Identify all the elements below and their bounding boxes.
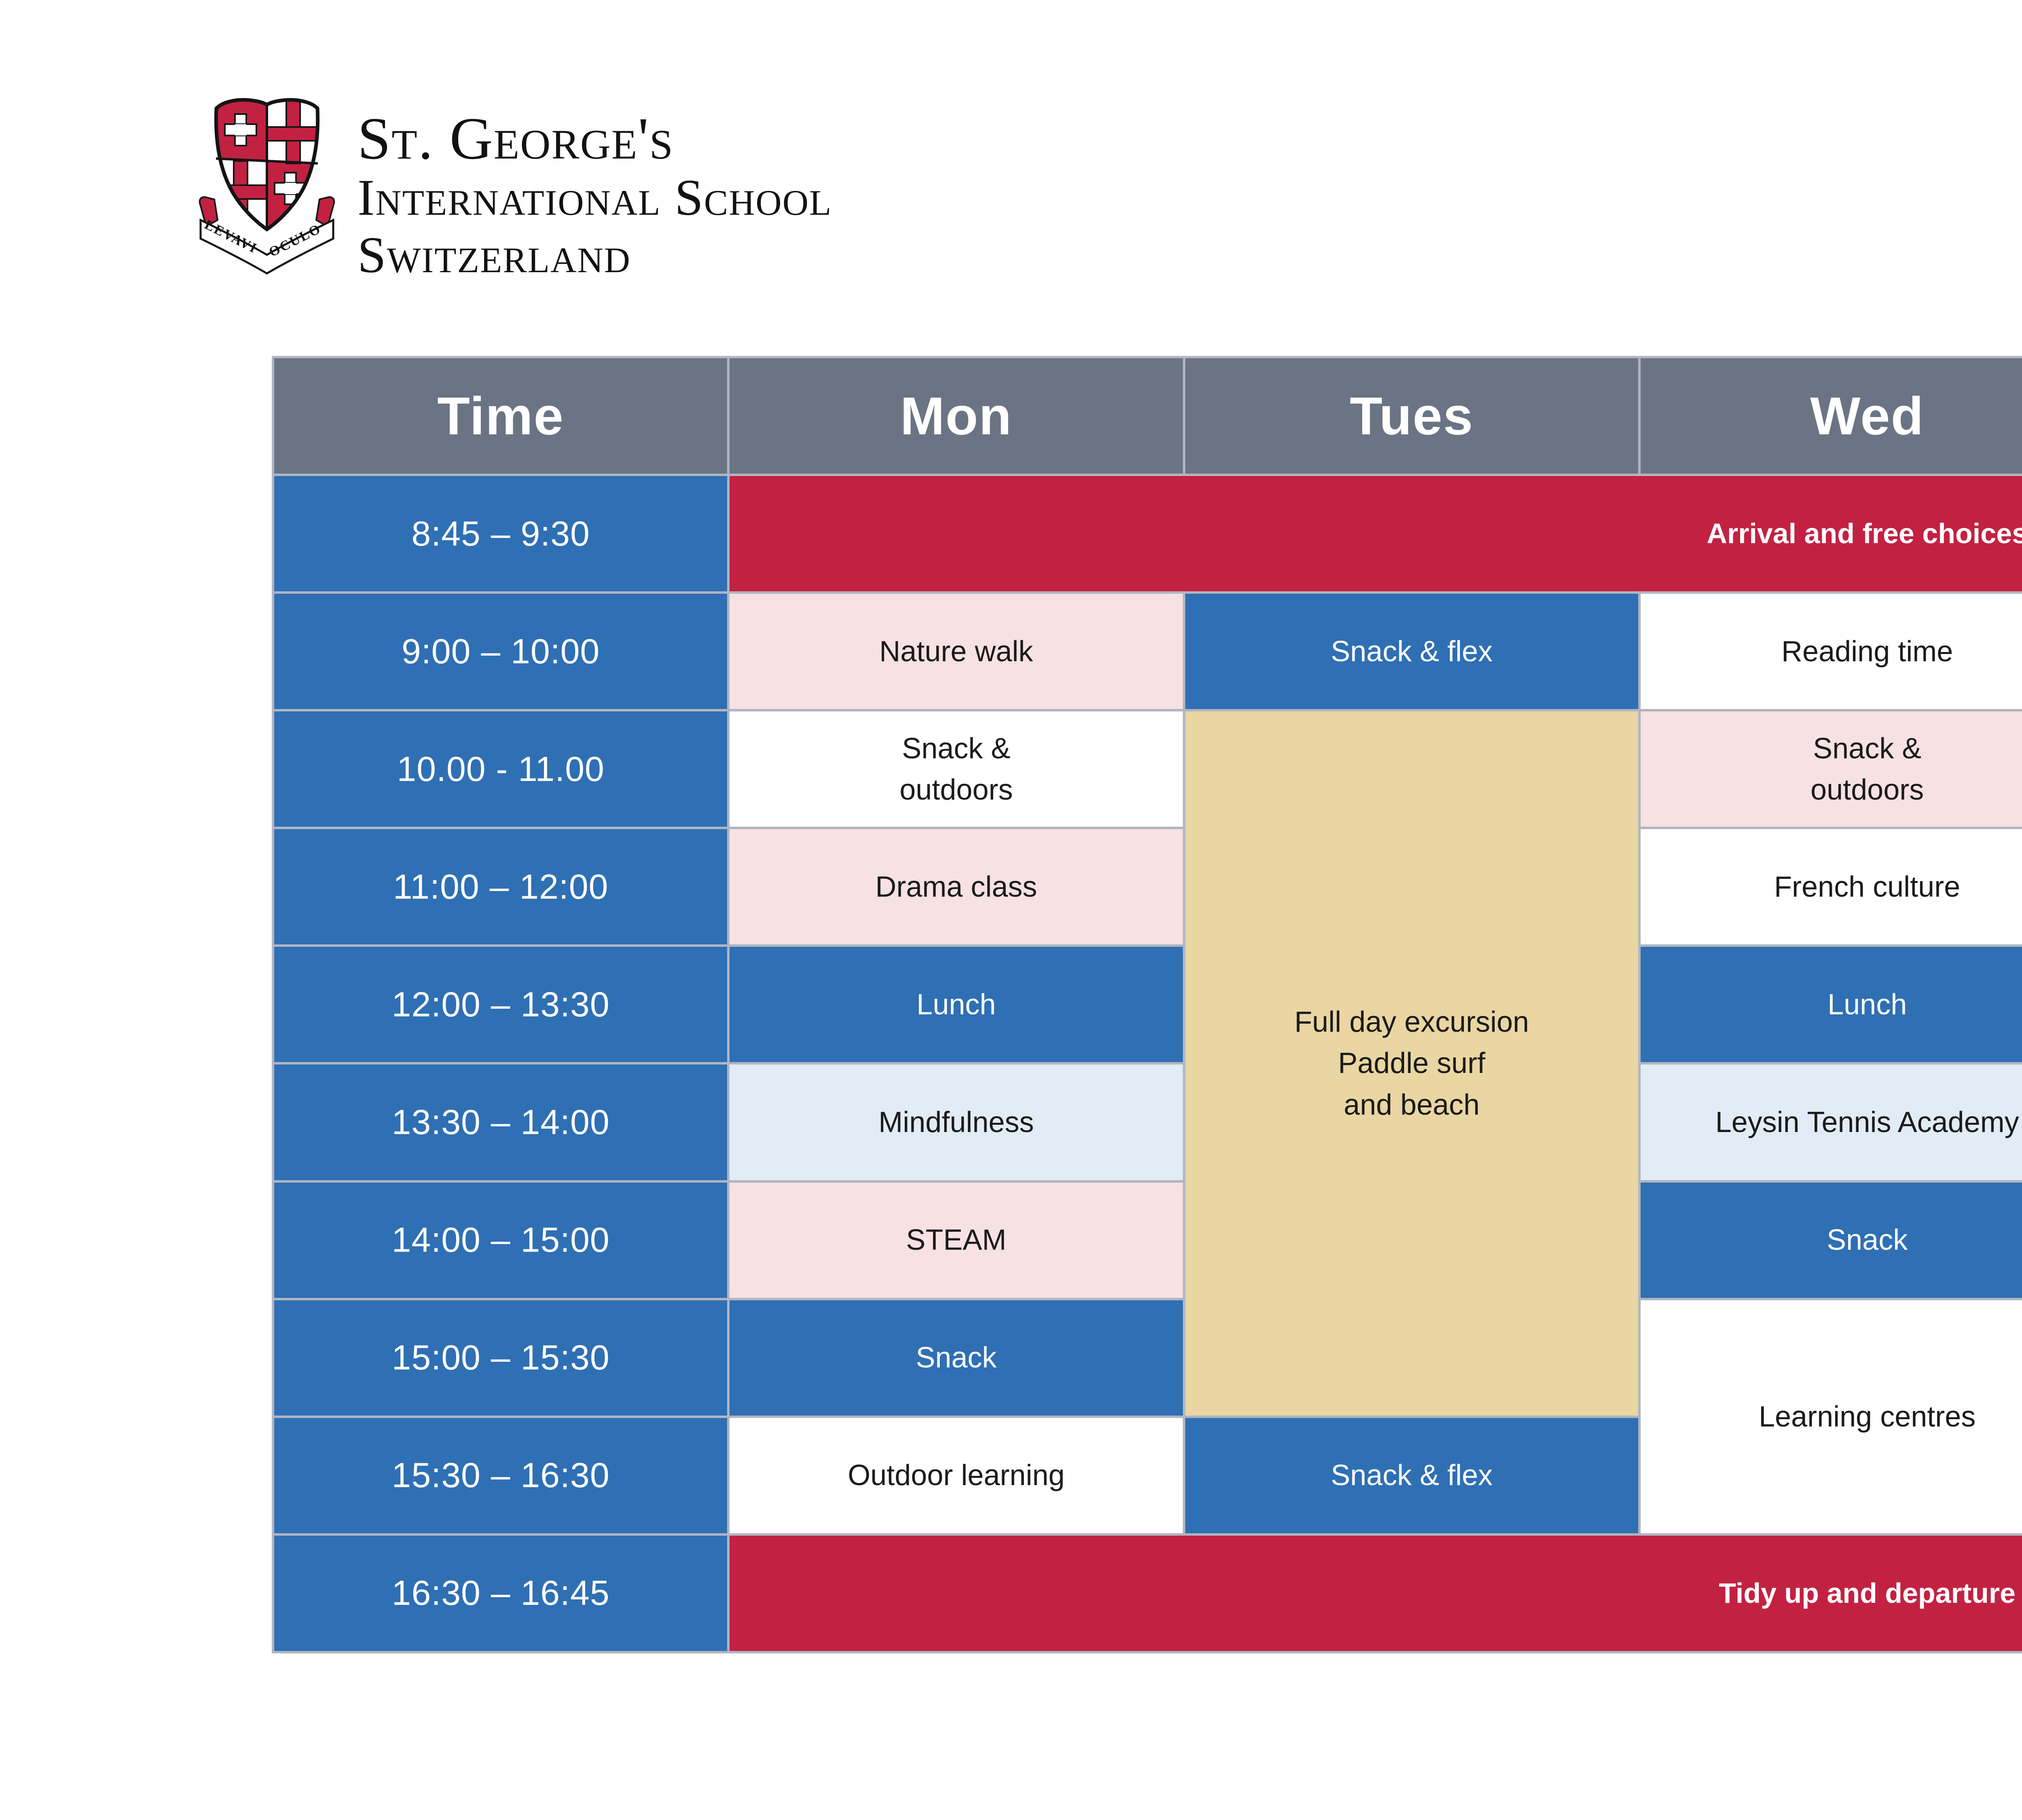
cell-mon-steam: STEAM [730,1182,1183,1298]
row-1100: 11:00 – 12:00 Drama class French culture [274,829,2022,945]
row-1400: 14:00 – 15:00 STEAM Snack Drama class [274,1182,2022,1298]
col-header-wed: Wed [1640,358,2022,474]
col-header-tues: Tues [1185,358,1638,474]
cell-mon-outdoor-learning: Outdoor learning [730,1418,1183,1533]
row-1000: 10.00 - 11.00 Snack & outdoors Full day … [274,711,2022,1416]
col-header-mon: Mon [730,358,1183,474]
row-1500: 15:00 – 15:30 Snack Learning centres Sna… [274,1300,2022,1533]
cell-tues-snack-flex-pm: Snack & flex [1185,1418,1638,1533]
row-1200: 12:00 – 13:30 Lunch Lunch Lunch [274,947,2022,1062]
cell-mon-snack: Snack [730,1300,1183,1416]
schedule-table-wrap: Time Mon Tues Wed Thur Fri 8:45 – 9:30 A… [272,356,2022,1653]
time-1000: 10.00 - 11.00 [274,711,728,827]
time-1400: 14:00 – 15:00 [274,1182,728,1298]
cell-wed-leysin-tennis: Leysin Tennis Academy [1640,1064,2022,1180]
cell-mon-lunch: Lunch [730,947,1183,1062]
cell-tues-full-day-excursion: Full day excursion Paddle surf and beach [1185,711,1638,1416]
cell-wed-snack: Snack [1640,1182,2022,1298]
cell-wed-reading-time: Reading time [1640,594,2022,709]
cell-mon-drama-class: Drama class [730,829,1183,945]
row-1330: 13:30 – 14:00 Mindfulness Leysin Tennis … [274,1064,2022,1180]
header-row: Time Mon Tues Wed Thur Fri [274,358,2022,474]
cell-tidy-up-band: Tidy up and departure [730,1535,2022,1651]
row-1630: 16:30 – 16:45 Tidy up and departure [274,1535,2022,1651]
cell-arrival-band: Arrival and free choices [730,476,2022,592]
school-name-line1: St. George's [357,106,674,172]
school-name-line3: Switzerland [357,227,631,284]
cell-wed-learning-centres: Learning centres [1640,1300,2022,1533]
time-1330: 13:30 – 14:00 [274,1064,728,1180]
row-1530: 15:30 – 16:30 Outdoor learning Snack & f… [274,1418,2022,1533]
time-0900: 9:00 – 10:00 [274,594,728,709]
schedule-table: Time Mon Tues Wed Thur Fri 8:45 – 9:30 A… [272,356,2022,1653]
cell-wed-french-culture: French culture [1640,829,2022,945]
time-0845: 8:45 – 9:30 [274,476,728,592]
cell-tues-snack-flex-am: Snack & flex [1185,594,1638,709]
time-1500: 15:00 – 15:30 [274,1300,728,1416]
time-1200: 12:00 – 13:30 [274,947,728,1062]
school-name: St. George's International School Switze… [357,108,832,284]
row-0845: 8:45 – 9:30 Arrival and free choices [274,476,2022,592]
cell-mon-mindfulness: Mindfulness [730,1064,1183,1180]
row-0900: 9:00 – 10:00 Nature walk Snack & flex Re… [274,594,2022,709]
col-header-time: Time [274,358,728,474]
cell-wed-snack-outdoors: Snack & outdoors [1640,711,2022,827]
school-name-line2: International School [357,169,832,226]
cell-mon-snack-outdoors: Snack & outdoors [730,711,1183,827]
cell-wed-lunch: Lunch [1640,947,2022,1062]
time-1530: 15:30 – 16:30 [274,1418,728,1533]
cell-mon-nature-walk: Nature walk [730,594,1183,709]
time-1100: 11:00 – 12:00 [274,829,728,945]
time-1630: 16:30 – 16:45 [274,1535,728,1651]
